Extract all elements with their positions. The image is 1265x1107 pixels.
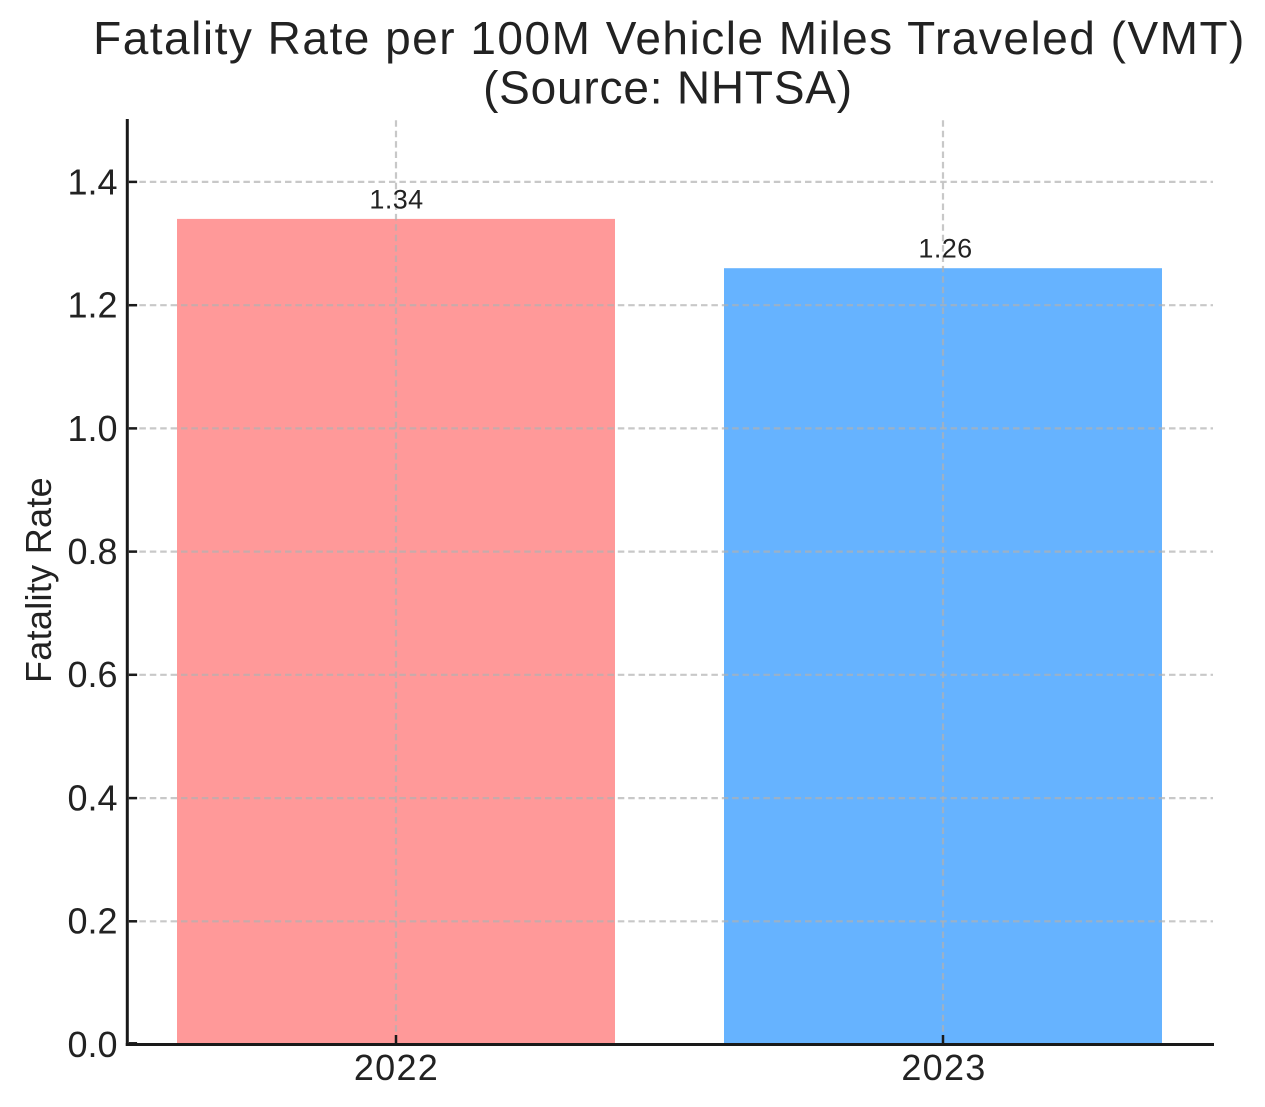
svg-text:Fatality Rate: Fatality Rate <box>18 477 59 683</box>
svg-text:0.4: 0.4 <box>67 778 117 819</box>
svg-text:0.6: 0.6 <box>67 654 117 695</box>
svg-text:1.26: 1.26 <box>918 233 972 263</box>
svg-text:(Source: NHTSA): (Source: NHTSA) <box>483 62 853 114</box>
svg-text:Fatality Rate per 100M Vehicle: Fatality Rate per 100M Vehicle Miles Tra… <box>93 12 1246 64</box>
svg-text:1.4: 1.4 <box>67 161 117 202</box>
svg-text:1.34: 1.34 <box>369 185 423 215</box>
svg-text:1.0: 1.0 <box>67 408 117 449</box>
svg-text:2023: 2023 <box>901 1047 986 1088</box>
svg-text:0.8: 0.8 <box>67 531 117 572</box>
svg-text:0.2: 0.2 <box>67 901 117 942</box>
svg-text:1.2: 1.2 <box>67 285 117 326</box>
svg-text:2022: 2022 <box>354 1047 439 1088</box>
svg-text:0.0: 0.0 <box>67 1024 117 1065</box>
